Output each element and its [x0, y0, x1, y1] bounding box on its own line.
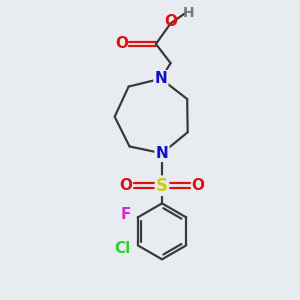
Text: N: N	[156, 146, 168, 161]
Text: S: S	[156, 177, 168, 195]
Text: H: H	[182, 6, 194, 20]
Text: O: O	[119, 178, 132, 193]
Text: O: O	[165, 14, 178, 29]
Text: O: O	[116, 37, 128, 52]
Text: O: O	[192, 178, 205, 193]
Text: F: F	[120, 207, 130, 222]
Text: Cl: Cl	[114, 241, 130, 256]
Text: N: N	[154, 71, 167, 86]
